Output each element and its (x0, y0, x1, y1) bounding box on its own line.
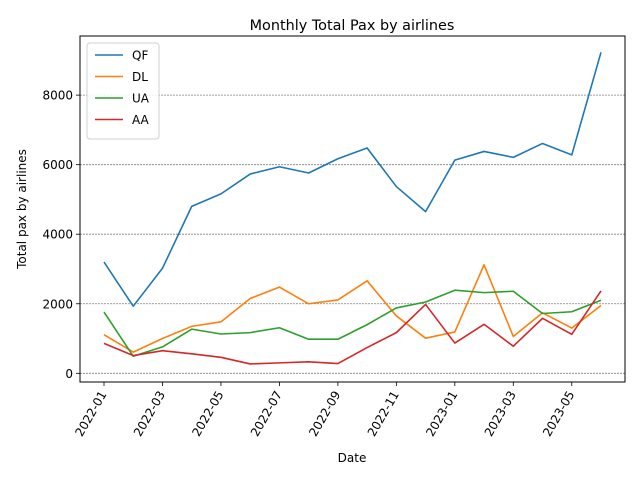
y-tick-label: 8000 (42, 89, 73, 103)
series-line-QF (103, 52, 602, 307)
x-tick-label: 2022-11 (365, 389, 402, 439)
x-tick-label: 2022-07 (248, 389, 285, 439)
x-axis-ticks: 2022-01 2022-03 2022-05 2022-07 2022-09 2022-… (72, 382, 577, 439)
plot-frame (79, 35, 626, 383)
x-tick-label: 2022-05 (189, 389, 226, 439)
y-tick-label: 2000 (42, 297, 73, 311)
series-lines (103, 52, 602, 365)
y-axis-ticks: 0 2000 4000 6000 8000 (42, 89, 80, 381)
x-tick-label: 2023-01 (423, 389, 460, 439)
x-axis-label: Date (338, 451, 367, 465)
legend: QF DL UA AA (86, 42, 160, 140)
legend-box (86, 42, 160, 140)
y-tick-label: 0 (65, 367, 73, 381)
y-tick-label: 4000 (42, 228, 73, 242)
legend-label-AA: AA (132, 113, 150, 127)
series-line-DL (103, 264, 602, 353)
x-tick-label: 2022-03 (131, 389, 168, 439)
x-tick-label: 2023-05 (540, 389, 577, 439)
y-tick-label: 6000 (42, 158, 73, 172)
x-tick-label: 2022-09 (306, 389, 343, 439)
grid-lines (80, 94, 625, 374)
x-tick-label: 2022-01 (72, 389, 109, 439)
legend-label-QF: QF (132, 49, 148, 63)
legend-label-UA: UA (132, 92, 150, 106)
chart-title: Monthly Total Pax by airlines (250, 18, 455, 34)
legend-label-DL: DL (132, 70, 148, 84)
y-axis-label: Total pax by airlines (15, 149, 29, 270)
series-line-UA (103, 289, 602, 358)
series-line-AA (103, 290, 602, 365)
x-tick-label: 2023-03 (482, 389, 519, 439)
